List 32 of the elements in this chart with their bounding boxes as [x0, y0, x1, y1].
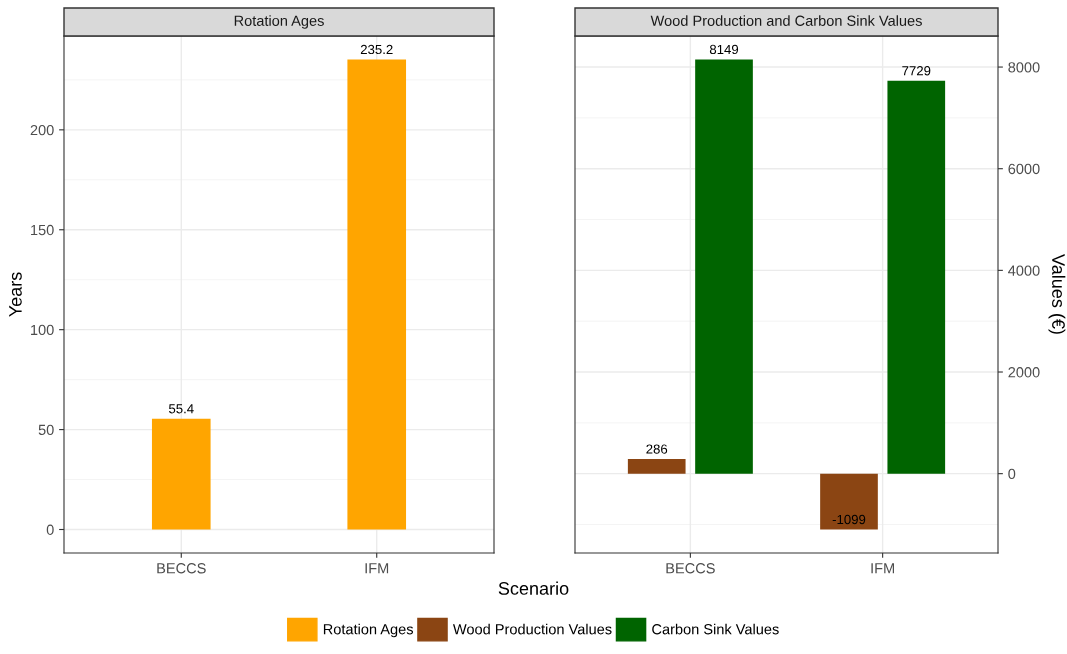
y-axis-title: Years [9, 272, 22, 317]
chart-title: Rotation Ages [234, 15, 324, 29]
data-label: 235.2 [360, 44, 393, 55]
data-label: -1099 [832, 514, 866, 525]
y2-axis-title: Values (€) [1048, 254, 1066, 334]
y2-tick-label: 4000 [1008, 265, 1040, 276]
x-tick-label: BECCS [157, 563, 206, 574]
legend-label: Wood Production Values [452, 623, 612, 635]
legend-label: Carbon Sink Values [652, 623, 779, 635]
y-tick-label: 100 [31, 324, 54, 336]
legend-label: Rotation Ages [323, 623, 414, 638]
x-axis-title: Scenario [498, 581, 569, 595]
y2-tick-label: 0 [1008, 468, 1016, 480]
chart-title: Wood Production and Carbon Sink Values [650, 15, 922, 26]
data-label: 8149 [709, 44, 739, 55]
bar [695, 59, 753, 474]
y-tick-label: 200 [30, 124, 54, 136]
x-tick-label: IFM [365, 563, 389, 574]
data-label: 55.4 [168, 404, 194, 414]
y-tick-label: 50 [38, 424, 54, 436]
y-tick-label: 0 [46, 524, 54, 535]
y-tick-label: 150 [31, 224, 54, 236]
data-label: 7729 [902, 66, 931, 76]
y2-tick-label: 6000 [1008, 163, 1040, 175]
bar [627, 459, 686, 474]
y2-tick-label: 2000 [1008, 367, 1040, 378]
bar [887, 80, 946, 474]
x-tick-label: IFM [871, 563, 894, 574]
y2-tick-label: 8000 [1008, 62, 1040, 73]
data-label: 286 [646, 444, 668, 454]
bar [820, 473, 878, 530]
x-tick-label: BECCS [666, 563, 715, 574]
